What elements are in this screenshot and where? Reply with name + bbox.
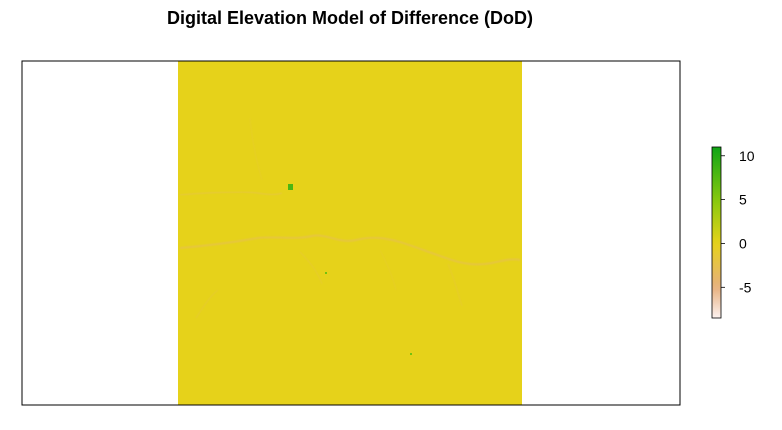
negative-change-channel-segment (179, 191, 283, 196)
chart-title: Digital Elevation Model of Difference (D… (166, 8, 534, 28)
legend-colorbar (711, 146, 722, 319)
legend-tick-label: -5 (739, 279, 752, 295)
negative-change-channel-segment (249, 117, 263, 181)
negative-change-channel-segment (299, 251, 323, 285)
color-legend: 10 5 0 -5 (711, 146, 755, 319)
negative-change-channel-segment (379, 249, 397, 291)
positive-change-spot-1 (288, 184, 293, 190)
negative-change-channel-segment (179, 234, 521, 266)
legend-tick-label: 5 (739, 192, 747, 208)
plot-border (21, 60, 681, 406)
legend-tick-label: 10 (739, 148, 755, 164)
negative-change-channel-segment (195, 289, 219, 319)
negative-change-channel-segment (447, 263, 463, 307)
raster-layer (178, 61, 522, 405)
legend-tick-label: 0 (739, 235, 747, 251)
raster-base (178, 61, 522, 405)
positive-change-spot-3 (410, 353, 412, 355)
positive-change-spot-2 (325, 272, 327, 274)
